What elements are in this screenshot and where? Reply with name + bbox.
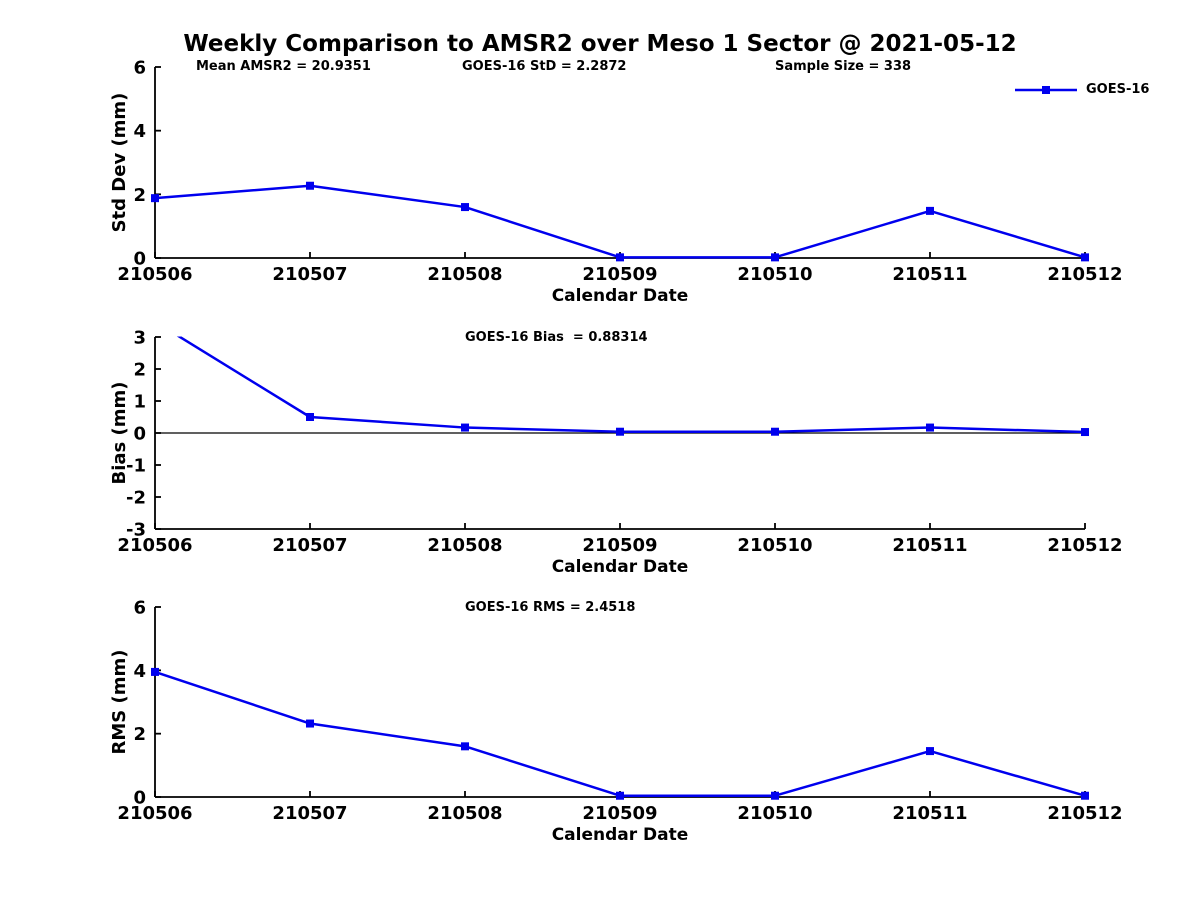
x-tick-label: 210511	[892, 535, 967, 556]
x-tick-label: 210511	[892, 803, 967, 824]
data-point-marker	[771, 253, 779, 262]
data-point-marker	[306, 181, 314, 190]
data-point-marker	[616, 253, 624, 262]
data-point-marker	[1081, 428, 1089, 437]
y-axis-label: Bias (mm)	[109, 382, 130, 485]
data-point-marker	[306, 719, 314, 728]
y-tick-label: -1	[126, 456, 146, 477]
x-tick-label: 210508	[427, 803, 502, 824]
annotation-mean-amsr2: Mean AMSR2 = 20.9351	[196, 59, 371, 74]
x-tick-label: 210509	[582, 535, 657, 556]
data-point-marker	[151, 194, 159, 203]
subplot-1: 210506 210507 210508 210509 210510 210511 2105…	[109, 318, 1123, 578]
data-point-marker	[306, 413, 314, 421]
legend-label: GOES-16	[1086, 82, 1150, 97]
annotation-sample-size: Sample Size = 338	[775, 59, 912, 74]
x-tick-label: 210512	[1047, 803, 1122, 824]
data-point-marker	[771, 427, 779, 436]
x-axis-label: Calendar Date	[552, 825, 689, 845]
y-axis-label: Std Dev (mm)	[109, 93, 130, 233]
data-point-marker	[926, 206, 934, 215]
data-point-marker	[461, 423, 469, 432]
y-tick-label: 4	[133, 661, 146, 682]
y-tick-label: 2	[133, 724, 146, 745]
x-tick-label: 210512	[1047, 264, 1122, 285]
annotation-goes-std: GOES-16 StD = 2.2872	[462, 59, 627, 74]
x-tick-label: 210507	[272, 264, 347, 285]
figure-title: Weekly Comparison to AMSR2 over Meso 1 S…	[183, 31, 1017, 57]
subplot-2: 210506 210507 210508 210509 210510 210511 2105…	[109, 598, 1123, 846]
x-tick-label: 210509	[582, 803, 657, 824]
legend: GOES-16	[1015, 82, 1149, 97]
x-tick-label: 210511	[892, 264, 967, 285]
x-tick-label: 210506	[117, 535, 192, 556]
y-tick-label: 3	[133, 328, 146, 349]
y-axis-label: RMS (mm)	[109, 650, 130, 755]
data-point-marker	[616, 427, 624, 436]
x-tick-label: 210507	[272, 535, 347, 556]
legend-line-marker-icon	[1015, 85, 1077, 94]
y-tick-label: 4	[133, 121, 146, 142]
data-point-marker	[771, 791, 779, 800]
annotation-bias-title: GOES-16 Bias = 0.88314	[465, 330, 648, 345]
x-tick-label: 210509	[582, 264, 657, 285]
data-point-marker	[151, 318, 159, 326]
x-tick-label: 210507	[272, 803, 347, 824]
y-tick-label: 2	[133, 360, 146, 381]
y-tick-label: -2	[126, 488, 146, 509]
data-point-marker	[926, 423, 934, 432]
y-tick-label: 2	[133, 185, 146, 206]
data-point-marker	[461, 742, 469, 751]
y-tick-label: 6	[133, 598, 146, 619]
x-tick-label: 210506	[117, 264, 192, 285]
y-tick-label: 0	[133, 249, 146, 270]
series-line	[154, 184, 1086, 259]
x-axis-label: Calendar Date	[552, 557, 689, 577]
y-tick-label: 0	[133, 788, 146, 809]
x-tick-label: 210506	[117, 803, 192, 824]
y-tick-label: 1	[133, 392, 146, 413]
x-tick-label: 210510	[737, 535, 812, 556]
data-point-marker	[616, 791, 624, 800]
series-line	[154, 670, 1086, 797]
y-tick-label: -3	[126, 520, 146, 541]
data-point-marker	[461, 203, 469, 212]
data-point-marker	[151, 667, 159, 676]
x-tick-label: 210510	[737, 264, 812, 285]
x-tick-label: 210508	[427, 264, 502, 285]
data-point-marker	[926, 747, 934, 756]
annotation-rms-title: GOES-16 RMS = 2.4518	[465, 600, 636, 615]
x-tick-label: 210512	[1047, 535, 1122, 556]
data-point-marker	[1081, 791, 1089, 800]
series-line	[176, 336, 1086, 434]
y-tick-label: 6	[133, 58, 146, 79]
x-tick-label: 210510	[737, 803, 812, 824]
y-tick-label: 0	[133, 424, 146, 445]
x-tick-label: 210508	[427, 535, 502, 556]
subplot-0: 210506 210507 210508 210509 210510 210511 2105…	[109, 58, 1123, 307]
x-axis-label: Calendar Date	[552, 286, 689, 306]
data-point-marker	[1081, 253, 1089, 262]
